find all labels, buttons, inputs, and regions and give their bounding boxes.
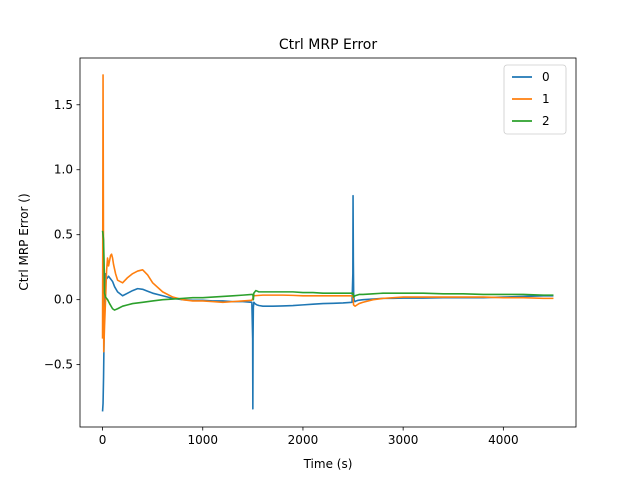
legend: 0 1 2 <box>503 64 567 135</box>
plot-frame <box>79 57 577 428</box>
legend-label-0: 0 <box>542 70 550 84</box>
x-axis-label: Time (s) <box>303 457 353 471</box>
legend-box <box>503 64 567 135</box>
legend-label-1: 1 <box>542 92 550 106</box>
x-tick-label: 2000 <box>288 433 319 447</box>
legend-label-2: 2 <box>542 114 550 128</box>
chart-title: Ctrl MRP Error <box>279 37 377 53</box>
x-axis: 0 1000 2000 3000 4000 <box>99 427 519 447</box>
y-tick-label: 1.5 <box>54 98 73 112</box>
x-tick-label: 4000 <box>488 433 519 447</box>
plot-area <box>79 57 577 428</box>
series-line-1 <box>101 74 554 353</box>
x-tick-label: 3000 <box>388 433 419 447</box>
y-axis-label: Ctrl MRP Error () <box>17 193 31 290</box>
y-tick-label: 0.0 <box>54 293 73 307</box>
x-tick-label: 1000 <box>187 433 218 447</box>
series-line-2 <box>101 230 554 311</box>
series-group <box>101 74 554 412</box>
series-line-0 <box>101 194 554 412</box>
y-tick-label: −0.5 <box>44 358 73 372</box>
x-tick-label: 0 <box>99 433 107 447</box>
y-tick-label: 1.0 <box>54 163 73 177</box>
y-axis: −0.5 0.0 0.5 1.0 1.5 <box>44 98 80 372</box>
y-tick-label: 0.5 <box>54 228 73 242</box>
